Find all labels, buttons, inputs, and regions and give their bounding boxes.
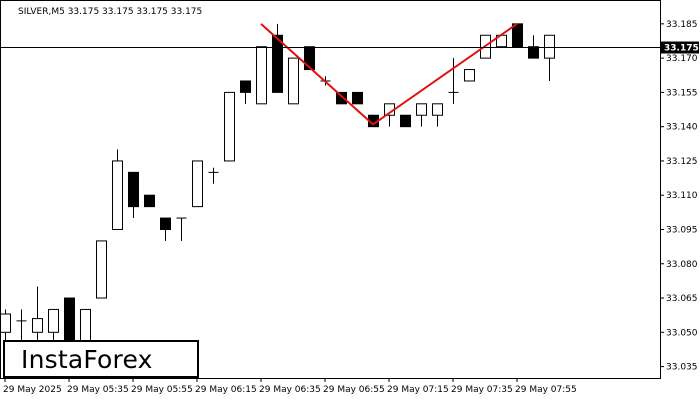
y-tick-label: 33.110	[666, 191, 698, 201]
candle	[336, 91, 347, 105]
candle	[48, 308, 59, 344]
current-price-tag-label: 33.175	[664, 44, 699, 54]
x-tick-label: 29 May 06:55	[323, 385, 385, 395]
candle-body	[160, 217, 171, 230]
candle	[160, 217, 171, 241]
candle	[176, 217, 187, 241]
candle-body	[144, 194, 155, 208]
candle-body	[0, 313, 11, 333]
candle-body	[512, 23, 523, 48]
candle-body	[240, 80, 251, 93]
candle	[256, 46, 267, 105]
y-tick-label: 33.080	[666, 260, 698, 270]
x-tick-label: 29 May 07:55	[515, 385, 577, 395]
candle-body	[288, 57, 299, 105]
candle	[464, 69, 475, 82]
y-axis: 33.185 33.170 33.155 33.140 33.125 33.110 33.0…	[660, 20, 698, 373]
y-tick-label: 33.155	[666, 88, 698, 98]
candle	[400, 114, 411, 128]
candle-body	[400, 114, 411, 128]
y-tick-label: 33.125	[666, 157, 698, 167]
candle-body	[528, 46, 539, 59]
candle-body	[32, 318, 43, 333]
candle	[448, 58, 459, 104]
candle-body	[432, 103, 443, 116]
candle	[288, 57, 299, 105]
candle	[544, 34, 555, 81]
x-tick-label: 29 May 07:15	[387, 385, 449, 395]
pattern-layer	[260, 23, 518, 126]
candle	[128, 171, 139, 219]
x-tick-label: 29 May 05:55	[131, 385, 193, 395]
x-tick-label: 29 May 06:35	[259, 385, 321, 395]
x-tick-label: 29 May 05:35	[67, 385, 129, 395]
candle	[432, 103, 443, 127]
y-tick-label: 33.185	[666, 20, 698, 30]
candle	[304, 46, 315, 71]
candle	[96, 240, 107, 299]
y-tick-label: 33.050	[666, 328, 698, 338]
pattern-line	[260, 23, 518, 126]
candle-body	[96, 240, 107, 299]
y-tick-label: 33.035	[666, 363, 698, 373]
brand-logo-text: InstaForex	[21, 344, 153, 374]
candle-body	[304, 46, 315, 71]
x-axis: 29 May 2025 29 May 05:35 29 May 05:55 29 Ma…	[3, 378, 577, 395]
y-tick-label: 33.095	[666, 225, 698, 235]
x-tick-label: 29 May 07:35	[451, 385, 513, 395]
candle-body	[48, 308, 59, 333]
candle	[144, 194, 155, 208]
candle	[208, 167, 219, 184]
candle-body	[128, 171, 139, 208]
candles-layer	[0, 23, 555, 367]
candle-body	[112, 160, 123, 230]
x-tick-label: 29 May 2025	[3, 385, 62, 395]
candle-body	[192, 160, 203, 208]
candle-body	[416, 103, 427, 116]
brand-logo: InstaForex	[3, 340, 199, 378]
candle-body	[336, 91, 347, 105]
y-tick-label: 33.170	[666, 54, 698, 64]
candle-body	[352, 91, 363, 105]
candle-body	[544, 34, 555, 59]
candle	[32, 286, 43, 344]
chart-title: SILVER,M5 33.175 33.175 33.175 33.175	[18, 7, 202, 17]
y-tick-label: 33.140	[666, 123, 698, 133]
current-price-tag-background	[661, 41, 699, 54]
current-price-tag: 33.175	[661, 41, 699, 54]
y-tick-label: 33.065	[666, 294, 698, 304]
candle-body	[464, 69, 475, 82]
candle	[512, 23, 523, 48]
candle-body	[224, 91, 235, 162]
candle	[272, 23, 283, 93]
candle-body	[256, 46, 267, 105]
candle-body	[272, 34, 283, 93]
candle	[528, 35, 539, 59]
candle	[112, 149, 123, 230]
candle	[192, 160, 203, 208]
x-tick-label: 29 May 06:15	[195, 385, 257, 395]
candle	[224, 91, 235, 162]
candle	[240, 80, 251, 104]
plot-frame	[0, 0, 661, 379]
candle	[416, 103, 427, 127]
candle	[352, 91, 363, 105]
